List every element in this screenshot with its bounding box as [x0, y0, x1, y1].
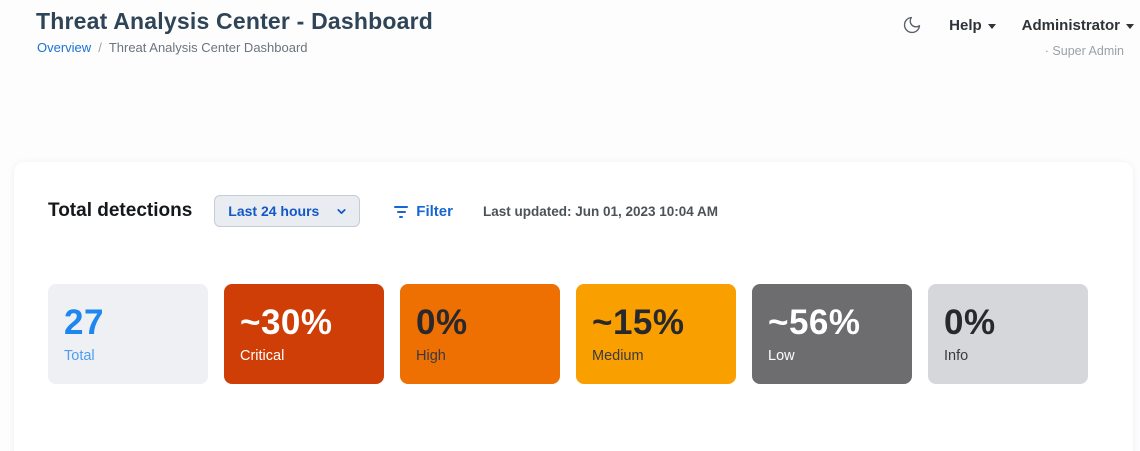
page-title: Threat Analysis Center - Dashboard — [36, 8, 434, 34]
card-header: Total detections Last 24 hours Filter La… — [48, 195, 1099, 227]
stat-value: ~30% — [240, 302, 333, 342]
stat-label: Info — [944, 347, 969, 364]
user-role-label: · Super Admin — [1044, 44, 1124, 58]
breadcrumb-current: Threat Analysis Center Dashboard — [108, 40, 308, 55]
stat-tile-critical[interactable]: ~30% Critical — [224, 284, 384, 384]
chevron-down-icon — [337, 208, 346, 214]
stat-value: ~15% — [592, 302, 685, 342]
filter-button[interactable]: Filter — [394, 203, 453, 220]
help-menu[interactable]: Help — [949, 17, 996, 34]
time-range-select[interactable]: Last 24 hours — [214, 195, 361, 227]
breadcrumb: Overview / Threat Analysis Center Dashbo… — [37, 40, 308, 55]
stat-label: High — [416, 347, 446, 364]
last-updated-text: Last updated: Jun 01, 2023 10:04 AM — [482, 203, 719, 219]
total-detections-card: Total detections Last 24 hours Filter La… — [14, 162, 1133, 451]
theme-toggle-button[interactable] — [901, 14, 923, 36]
time-range-value: Last 24 hours — [228, 203, 320, 219]
filter-icon — [394, 204, 409, 219]
stat-value: 27 — [64, 302, 104, 342]
stat-value: 0% — [944, 302, 996, 342]
caret-down-icon — [1126, 23, 1134, 29]
stat-tile-info[interactable]: 0% Info — [928, 284, 1088, 384]
stat-tile-total[interactable]: 27 Total — [48, 284, 208, 384]
stat-value: 0% — [416, 302, 468, 342]
stat-tile-low[interactable]: ~56% Low — [752, 284, 912, 384]
user-menu-label: Administrator — [1021, 16, 1120, 34]
breadcrumb-separator: / — [98, 40, 102, 55]
breadcrumb-link-overview[interactable]: Overview — [37, 40, 92, 55]
stat-value: ~56% — [768, 302, 861, 342]
crescent-moon-icon — [904, 16, 921, 34]
filter-button-label: Filter — [416, 202, 453, 220]
user-menu[interactable]: Administrator — [1022, 17, 1134, 34]
stat-label: Low — [768, 347, 795, 364]
stat-label: Critical — [240, 347, 285, 364]
detections-tiles-row: 27 Total ~30% Critical 0% High ~15% Medi… — [48, 284, 1099, 384]
header-actions: Help Administrator — [901, 14, 1134, 36]
caret-down-icon — [987, 23, 996, 29]
stat-label: Medium — [592, 347, 644, 364]
stat-tile-high[interactable]: 0% High — [400, 284, 560, 384]
stat-tile-medium[interactable]: ~15% Medium — [576, 284, 736, 384]
card-title: Total detections — [48, 200, 193, 221]
help-menu-label: Help — [949, 16, 982, 34]
stat-label: Total — [64, 347, 95, 364]
